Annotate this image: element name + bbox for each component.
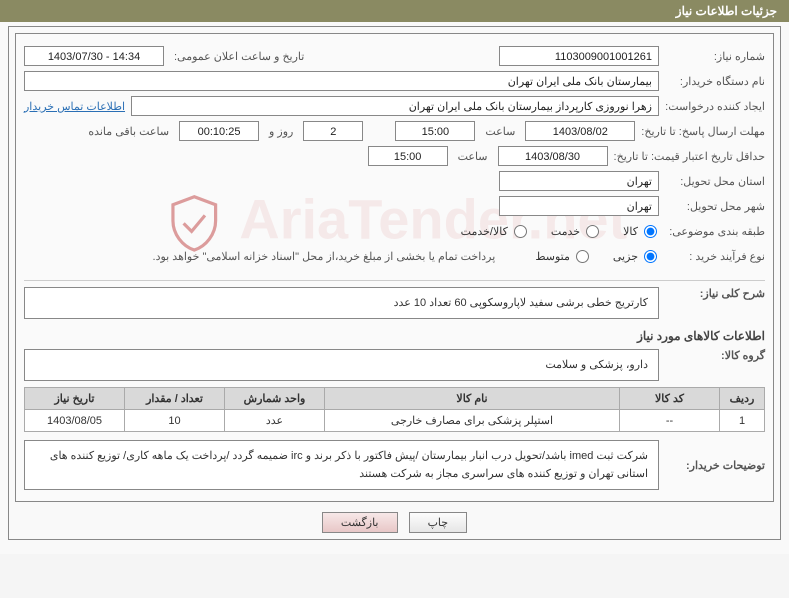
lbl-goods-group: گروه کالا: [665,349,765,362]
row-process: نوع فرآیند خرید : جزیی متوسط پرداخت تمام… [24,245,765,267]
print-button[interactable]: چاپ [409,512,468,533]
lbl-buyer-org: نام دستگاه خریدار: [665,75,765,88]
row-province: استان محل تحویل: تهران [24,170,765,192]
fld-buyer-org: بیمارستان بانک ملی ایران تهران [24,71,659,91]
back-button[interactable]: بازگشت [322,512,398,533]
lbl-classification: طبقه بندی موضوعی: [665,225,765,238]
th-need-date: تاریخ نیاز [25,388,125,410]
table-header-row: ردیف کد کالا نام کالا واحد شمارش تعداد /… [25,388,765,410]
lbl-creator: ایجاد کننده درخواست: [665,100,765,113]
lbl-opt-partial: جزیی [613,250,638,263]
lbl-opt-medium: متوسط [535,250,570,263]
lbl-province: استان محل تحویل: [665,175,765,188]
lbl-buyer-notes: توضیحات خریدار: [665,459,765,472]
outer-panel: AriaTender.net شماره نیاز: 1103009001001… [8,26,781,540]
lbl-desc: شرح کلی نیاز: [665,287,765,300]
lbl-announce: تاریخ و ساعت اعلان عمومی: [170,50,308,63]
fld-validity-date: 1403/08/30 [498,146,608,166]
cell-need-date: 1403/08/05 [25,410,125,432]
lbl-city: شهر محل تحویل: [665,200,765,213]
button-row: چاپ بازگشت [15,512,774,533]
lbl-opt-goods: کالا [623,225,638,238]
link-contact-buyer[interactable]: اطلاعات تماس خریدار [24,100,125,113]
fld-remaining: 00:10:25 [179,121,259,141]
radio-service[interactable] [586,225,599,238]
lbl-time-2: ساعت [454,150,492,163]
fld-deadline-date: 1403/08/02 [525,121,635,141]
cell-name: استپلر پزشکی برای مصارف خارجی [325,410,620,432]
row-city: شهر محل تحویل: تهران [24,195,765,217]
lbl-need-no: شماره نیاز: [665,50,765,63]
row-validity: حداقل تاریخ اعتبار قیمت: تا تاریخ: 1403/… [24,145,765,167]
radio-goods[interactable] [644,225,657,238]
lbl-process: نوع فرآیند خرید : [665,250,765,263]
lbl-time-1: ساعت [481,125,519,138]
lbl-validity: حداقل تاریخ اعتبار قیمت: تا تاریخ: [614,150,765,163]
fld-announce: 14:34 - 1403/07/30 [24,46,164,66]
row-classification: طبقه بندی موضوعی: کالا خدمت کالا/خدمت [24,220,765,242]
row-goods-group: گروه کالا: دارو، پزشکی و سلامت [24,349,765,381]
th-row: ردیف [720,388,765,410]
page-title-bar: جزئیات اطلاعات نیاز [0,0,789,22]
radio-medium[interactable] [576,250,589,263]
cell-unit: عدد [225,410,325,432]
row-buyer-org: نام دستگاه خریدار: بیمارستان بانک ملی ای… [24,70,765,92]
fld-deadline-time: 15:00 [395,121,475,141]
cell-code: -- [620,410,720,432]
fld-province: تهران [499,171,659,191]
fld-creator: زهرا نوروزی کارپرداز بیمارستان بانک ملی … [131,96,659,116]
cell-qty: 10 [125,410,225,432]
radio-partial[interactable] [644,250,657,263]
th-code: کد کالا [620,388,720,410]
fld-goods-group: دارو، پزشکی و سلامت [24,349,659,381]
page-title: جزئیات اطلاعات نیاز [676,4,777,18]
row-creator: ایجاد کننده درخواست: زهرا نوروزی کارپردا… [24,95,765,117]
lbl-remaining: ساعت باقی مانده [84,125,173,138]
fld-need-no: 1103009001001261 [499,46,659,66]
goods-table: ردیف کد کالا نام کالا واحد شمارش تعداد /… [24,387,765,432]
fld-validity-time: 15:00 [368,146,448,166]
lbl-days-and: روز و [265,125,297,138]
lbl-deadline: مهلت ارسال پاسخ: تا تاریخ: [641,125,765,138]
th-unit: واحد شمارش [225,388,325,410]
row-desc: شرح کلی نیاز: کارتریج خطی برشی سفید لاپا… [24,287,765,319]
row-buyer-notes: توضیحات خریدار: شرکت ثبت imed باشد/تحویل… [24,440,765,490]
cell-row: 1 [720,410,765,432]
radio-goods-service[interactable] [514,225,527,238]
th-qty: تعداد / مقدار [125,388,225,410]
lbl-opt-goods-service: کالا/خدمت [461,225,508,238]
section-goods-info: اطلاعات کالاهای مورد نیاز [24,329,765,343]
fld-city: تهران [499,196,659,216]
page-container: جزئیات اطلاعات نیاز AriaTender.net شماره… [0,0,789,554]
table-row: 1 -- استپلر پزشکی برای مصارف خارجی عدد 1… [25,410,765,432]
fld-buyer-notes: شرکت ثبت imed باشد/تحویل درب انبار بیمار… [24,440,659,490]
row-deadline: مهلت ارسال پاسخ: تا تاریخ: 1403/08/02 سا… [24,120,765,142]
process-note: پرداخت تمام یا بخشی از مبلغ خرید،از محل … [153,250,496,263]
lbl-opt-service: خدمت [551,225,580,238]
inner-panel: AriaTender.net شماره نیاز: 1103009001001… [15,33,774,502]
fld-desc: کارتریج خطی برشی سفید لاپاروسکوپی 60 تعد… [24,287,659,319]
fld-deadline-days: 2 [303,121,363,141]
row-need-no: شماره نیاز: 1103009001001261 تاریخ و ساع… [24,45,765,67]
th-name: نام کالا [325,388,620,410]
